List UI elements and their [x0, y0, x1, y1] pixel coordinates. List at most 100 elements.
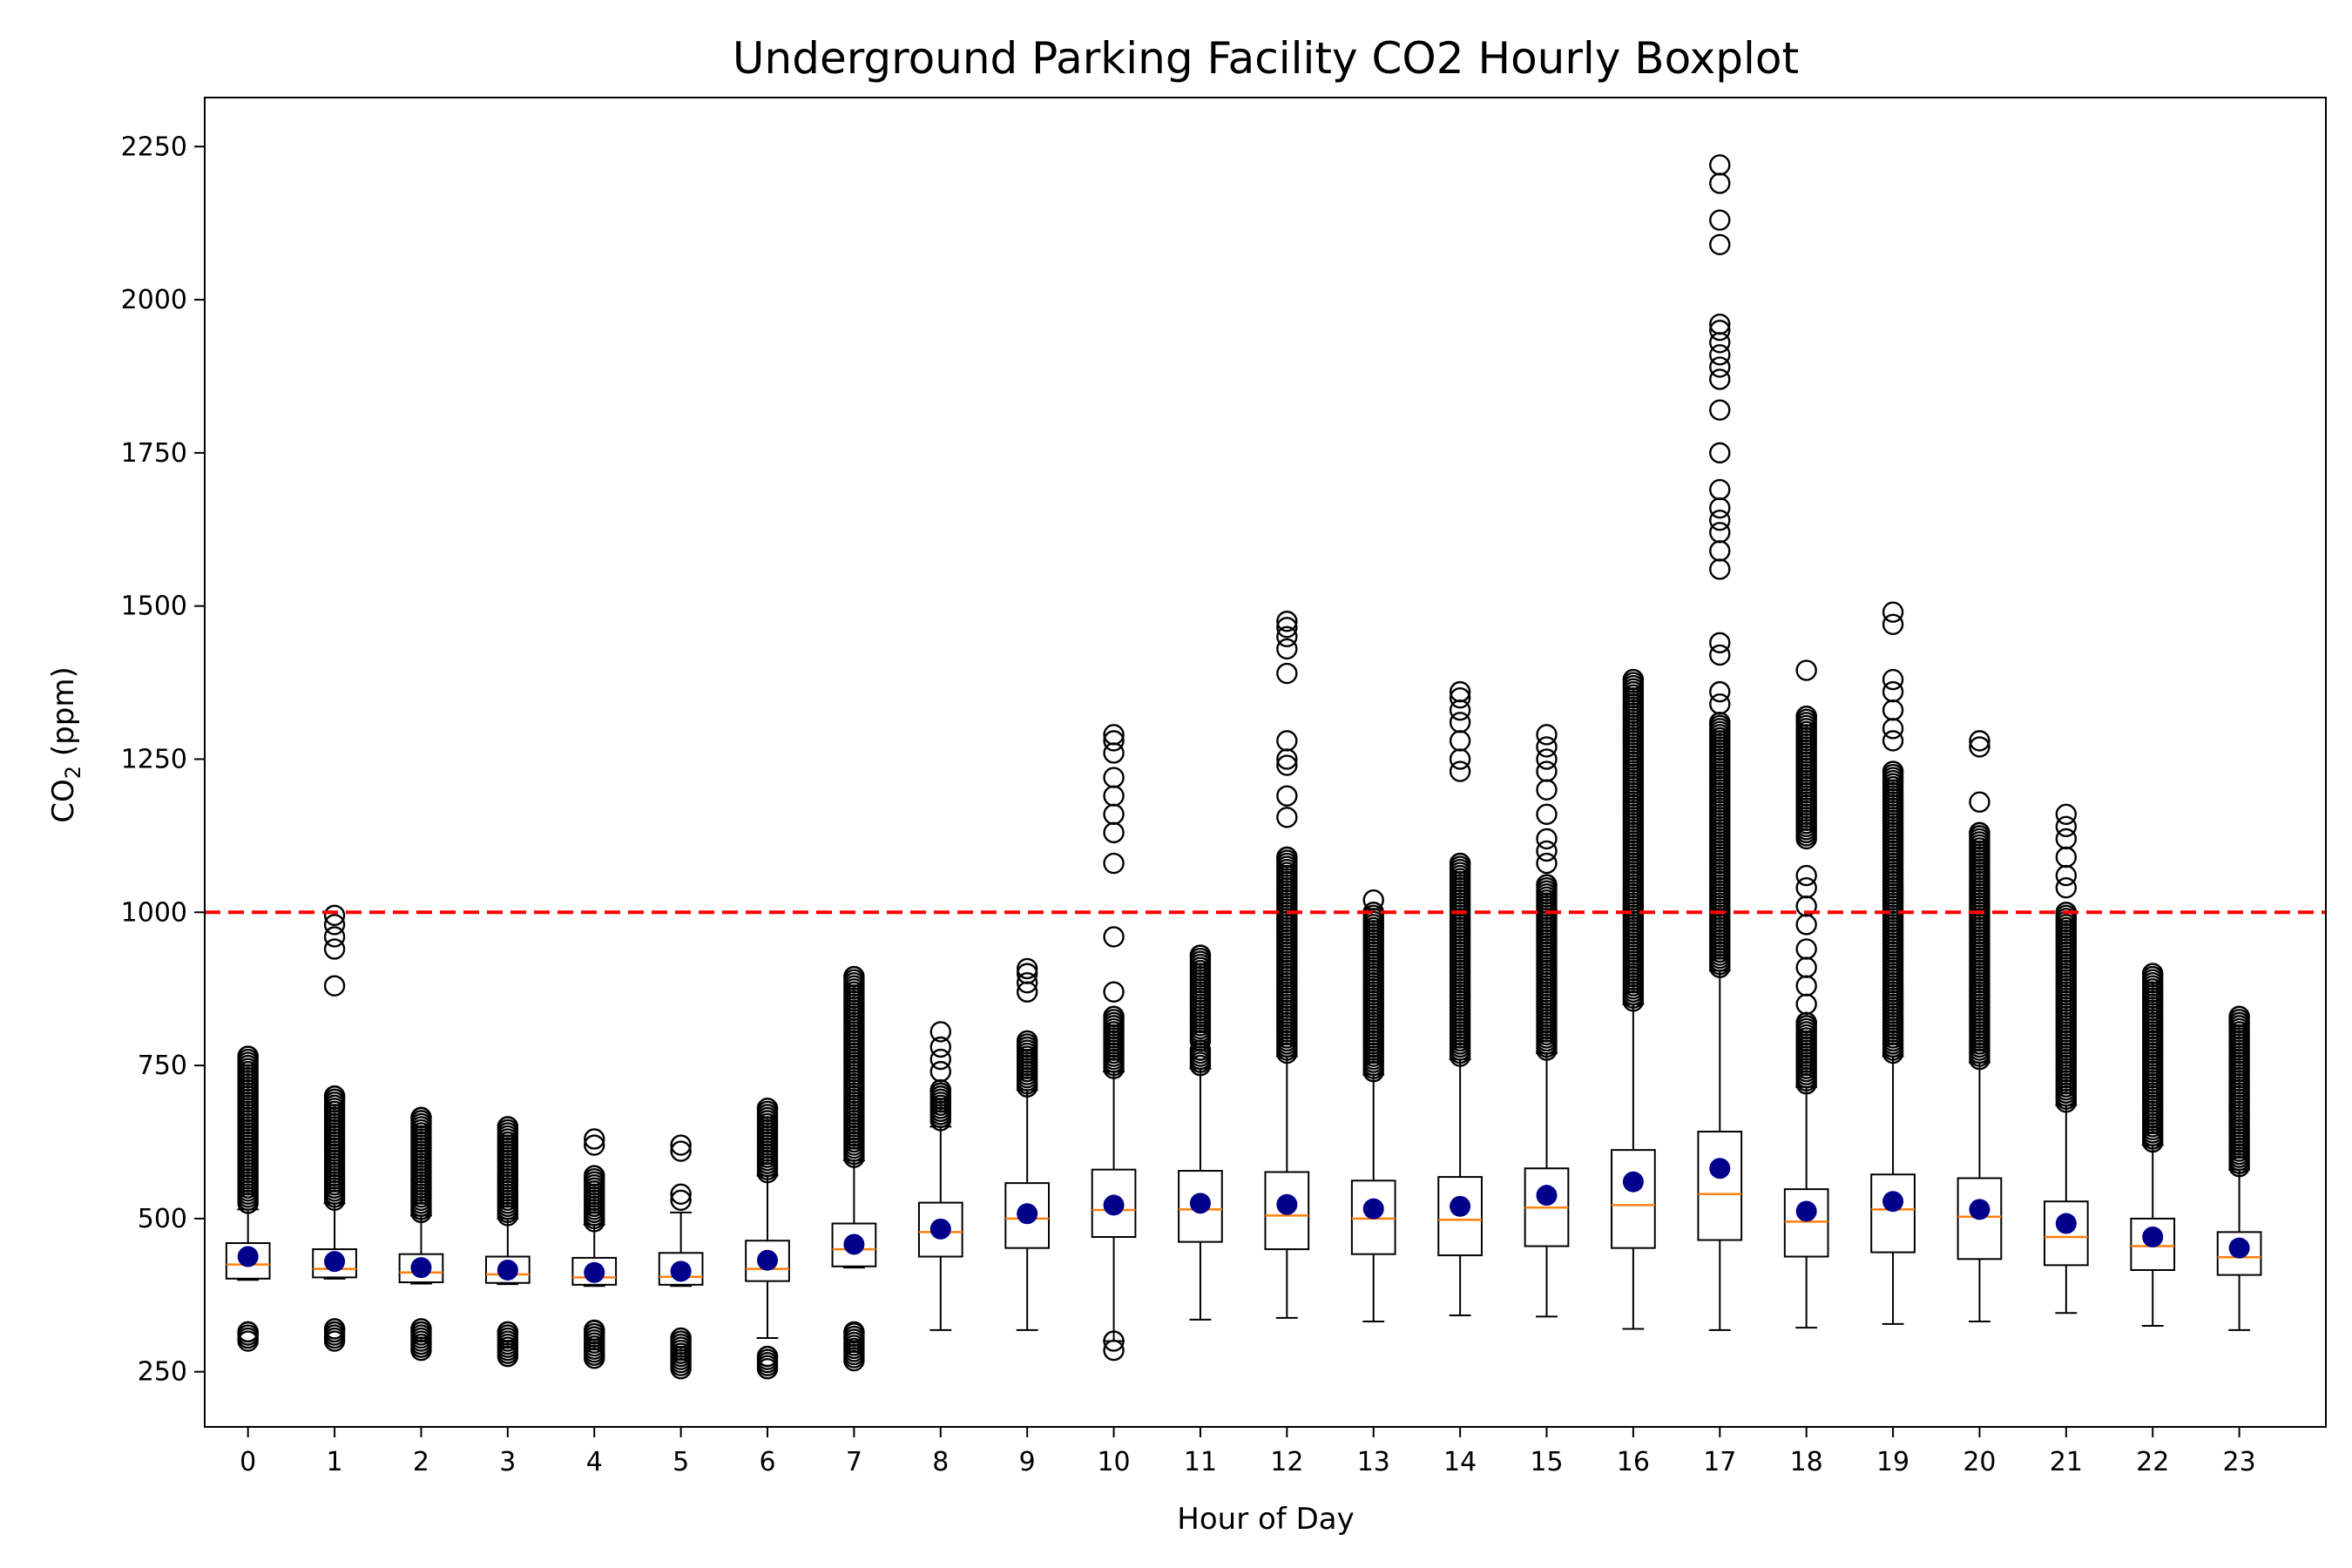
- flier-point: [1709, 356, 1731, 378]
- box-hour-3: [485, 1116, 531, 1368]
- flier-point: [1536, 828, 1558, 850]
- box-hour-20: [1957, 730, 2003, 1323]
- flier-point: [1709, 313, 1731, 335]
- x-tick-label: 3: [499, 1447, 516, 1477]
- box-hour-14: [1437, 680, 1483, 1317]
- iqr-box: [917, 1201, 963, 1258]
- x-tick-label: 14: [1443, 1447, 1477, 1477]
- box-hour-0: [225, 1045, 271, 1352]
- flier-point: [1709, 497, 1731, 519]
- flier-point: [323, 975, 346, 997]
- box-hour-9: [1004, 957, 1051, 1331]
- flier-point: [1709, 209, 1731, 231]
- y-tick-label: 2000: [121, 285, 187, 315]
- flier-point: [1882, 760, 1904, 782]
- flier-point: [1622, 668, 1645, 691]
- flier-point: [929, 1048, 951, 1071]
- flier-point: [1449, 686, 1471, 709]
- mean-marker: [1969, 1199, 1990, 1220]
- box-hour-15: [1524, 724, 1570, 1318]
- box-hour-10: [1091, 724, 1137, 1362]
- y-tick-label: 1250: [121, 744, 187, 774]
- flier-point: [1969, 791, 1990, 813]
- flier-point: [1709, 680, 1731, 703]
- flier-point: [1016, 957, 1038, 980]
- box-hour-17: [1697, 154, 1743, 1331]
- x-tick-label: 9: [1019, 1447, 1036, 1477]
- box-hour-18: [1783, 659, 1829, 1329]
- mean-marker: [2228, 1237, 2250, 1259]
- flier-point: [1795, 938, 1817, 960]
- flier-point: [1709, 693, 1731, 715]
- chart-title: Underground Parking Facility CO2 Hourly …: [733, 33, 1799, 84]
- flier-point: [1449, 680, 1471, 703]
- flier-point: [410, 1318, 432, 1340]
- x-tick-label: 7: [846, 1447, 862, 1477]
- flier-point: [1969, 730, 1990, 752]
- y-tick-label: 1500: [121, 591, 187, 622]
- iqr-box: [485, 1255, 531, 1284]
- flier-point: [1795, 876, 1817, 899]
- flier-point: [1795, 706, 1817, 727]
- x-tick-label: 11: [1184, 1447, 1217, 1477]
- x-tick-label: 15: [1530, 1447, 1563, 1477]
- mean-marker: [2055, 1213, 2077, 1234]
- flier-point: [1103, 852, 1125, 875]
- flier-point: [2055, 876, 2078, 899]
- mean-marker: [1709, 1158, 1731, 1179]
- mean-marker: [1189, 1193, 1211, 1214]
- flier-point: [1276, 617, 1298, 639]
- flier-point: [1709, 399, 1731, 421]
- flier-point: [2055, 828, 2078, 850]
- flier-point: [929, 1060, 951, 1083]
- flier-point: [1709, 368, 1731, 390]
- mean-marker: [1450, 1195, 1471, 1217]
- flier-point: [2055, 864, 2078, 887]
- flier-point: [1103, 926, 1125, 948]
- x-tick-label: 1: [327, 1447, 343, 1477]
- y-axis-title-main: CO: [46, 779, 81, 823]
- flier-point: [2055, 846, 2078, 868]
- flier-point: [670, 1140, 692, 1162]
- mean-marker: [2142, 1227, 2164, 1247]
- flier-point: [1276, 754, 1298, 776]
- mean-marker: [497, 1259, 518, 1281]
- iqr-box: [1783, 1188, 1829, 1258]
- x-tick-label: 0: [240, 1447, 256, 1477]
- iqr-box: [225, 1242, 271, 1280]
- iqr-box: [745, 1240, 790, 1282]
- flier-point: [584, 1134, 605, 1156]
- flier-point: [1536, 748, 1558, 770]
- y-axis-title-unit: (ppm): [46, 666, 81, 766]
- flier-point: [1103, 803, 1125, 825]
- box-hour-1: [312, 904, 357, 1352]
- flier-point: [323, 904, 346, 927]
- mean-marker: [1882, 1191, 1904, 1213]
- flier-point: [1709, 632, 1731, 654]
- x-tick-label: 16: [1617, 1447, 1650, 1477]
- iqr-box: [1437, 1176, 1483, 1257]
- iqr-box: [571, 1256, 618, 1286]
- flier-point: [1016, 971, 1038, 994]
- x-tick-label: 6: [759, 1447, 775, 1477]
- flier-point: [756, 1098, 779, 1119]
- flier-point: [584, 1319, 605, 1342]
- flier-point: [1795, 864, 1817, 887]
- flier-point: [497, 1116, 519, 1138]
- flier-point: [1103, 1330, 1125, 1352]
- flier-point: [1276, 625, 1298, 648]
- flier-point: [1103, 821, 1125, 844]
- x-tick-label: 8: [932, 1447, 949, 1477]
- box-hour-23: [2216, 1005, 2262, 1331]
- flier-point: [1709, 344, 1731, 366]
- x-tick-label: 19: [1876, 1447, 1909, 1477]
- y-tick-label: 500: [138, 1204, 187, 1234]
- flier-point: [1536, 852, 1558, 875]
- x-tick-label: 4: [586, 1447, 603, 1477]
- flier-point: [843, 965, 865, 988]
- mean-marker: [410, 1257, 432, 1279]
- flier-point: [323, 938, 346, 960]
- box-hour-11: [1178, 944, 1223, 1321]
- box-hour-21: [2043, 803, 2089, 1315]
- mean-marker: [670, 1260, 692, 1282]
